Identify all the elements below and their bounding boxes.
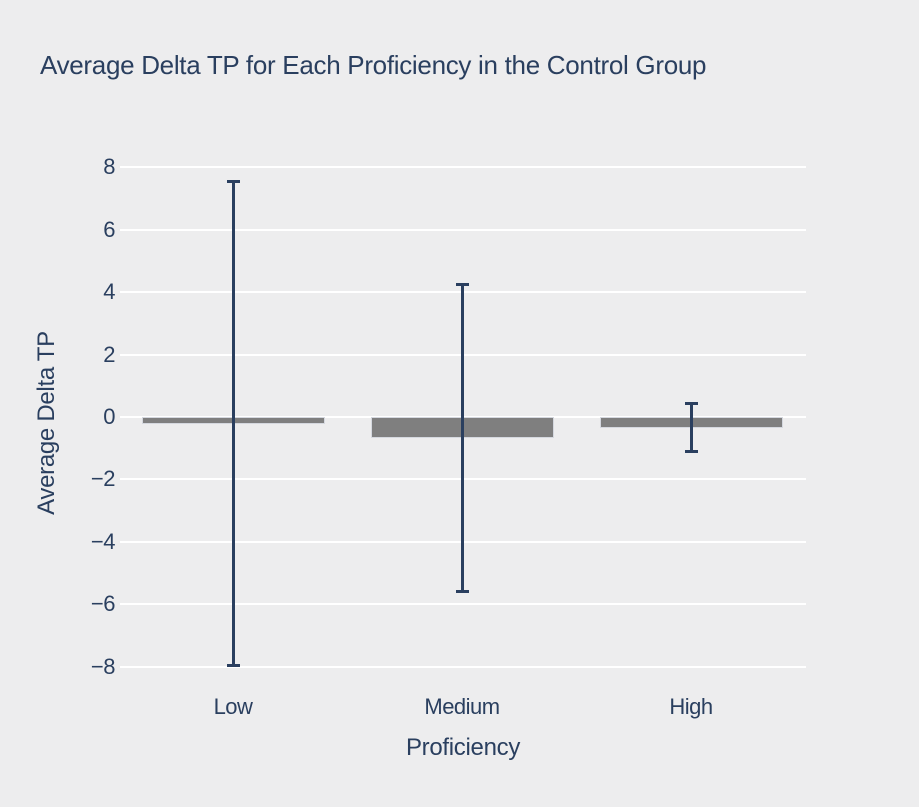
y-tick-label: 8 [103,154,115,180]
gridline [120,603,806,606]
error-bar-low [231,181,235,666]
gridline [120,665,806,668]
x-tick-label-low: Low [213,694,253,719]
x-axis-title: Proficiency [405,734,521,761]
gridline [120,166,806,169]
error-bar-medium [460,284,464,592]
error-bar-cap [226,179,240,183]
y-tick-label: 0 [103,404,115,429]
gridline [120,228,806,231]
plot-area [120,140,806,688]
error-bar-high [689,403,693,452]
y-tick-label: −2 [90,466,116,492]
error-bar-cap [455,282,469,286]
chart-title: Average Delta TP for Each Proficiency in… [40,50,707,80]
x-tick-label-high: High [669,694,713,719]
error-bar-cap [226,664,240,668]
y-tick-label: −4 [90,528,116,554]
y-tick-label: −8 [90,653,116,679]
error-bar-cap [684,450,698,454]
y-tick-label: 6 [103,216,115,242]
y-tick-label: 2 [103,341,115,367]
y-tick-label: 4 [103,279,115,305]
error-bar-cap [684,402,698,406]
error-bar-cap [455,590,469,594]
x-tick-label-medium: Medium [424,694,500,719]
y-tick-label: −6 [90,591,116,617]
